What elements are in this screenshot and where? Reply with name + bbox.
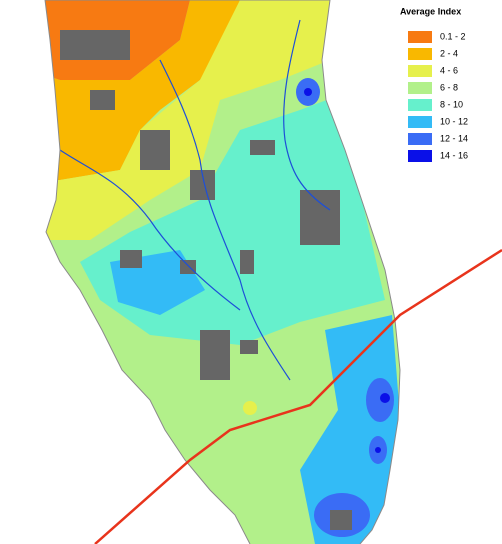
legend: Average Index 0.1 - 2 2 - 4 4 - 6 6 - 8 8 - … bbox=[400, 6, 468, 162]
legend-label: 2 - 4 bbox=[440, 48, 458, 58]
legend-title: Average Index bbox=[400, 6, 461, 16]
coastline bbox=[44, 0, 401, 544]
legend-swatch bbox=[408, 82, 432, 94]
legend-label: 14 - 16 bbox=[440, 150, 468, 160]
legend-label: 8 - 10 bbox=[440, 99, 463, 109]
legend-swatch bbox=[408, 48, 432, 60]
legend-label: 6 - 8 bbox=[440, 82, 458, 92]
legend-label: 10 - 12 bbox=[440, 116, 468, 126]
legend-swatch bbox=[408, 150, 432, 162]
legend-swatch bbox=[408, 116, 432, 128]
legend-swatch bbox=[408, 65, 432, 77]
legend-label: 12 - 14 bbox=[440, 133, 468, 143]
legend-label: 0.1 - 2 bbox=[440, 31, 466, 41]
legend-swatch bbox=[408, 31, 432, 43]
legend-swatch bbox=[408, 99, 432, 111]
storm-track bbox=[94, 248, 502, 544]
legend-label: 4 - 6 bbox=[440, 65, 458, 75]
legend-swatch bbox=[408, 133, 432, 145]
